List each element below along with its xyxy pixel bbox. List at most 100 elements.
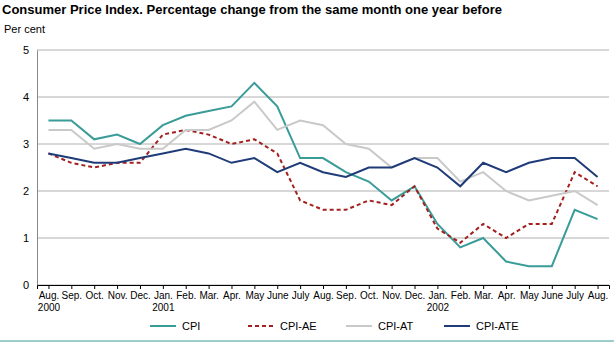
y-tick: 0 <box>23 279 37 291</box>
x-tick-mark <box>392 285 393 289</box>
y-tick-label: 5 <box>23 44 29 56</box>
x-axis-line <box>38 286 610 290</box>
legend-swatch <box>444 325 470 327</box>
x-tick-label-line: July <box>292 290 310 301</box>
grid-line <box>37 97 609 98</box>
x-tick-mark <box>277 285 278 289</box>
x-tick-label-line: Apr. <box>498 290 516 301</box>
x-tick-label-line: Aug. <box>39 290 60 301</box>
x-tick-label: June <box>267 290 289 301</box>
x-tick-label-line: Feb. <box>176 290 196 301</box>
x-tick-label: Aug. <box>313 290 334 301</box>
legend-item: CPI-AE <box>248 320 317 332</box>
x-tick-mark <box>598 285 599 289</box>
x-tick-mark <box>94 285 95 289</box>
x-tick-mark <box>254 285 255 289</box>
legend-swatch <box>346 325 372 327</box>
legend-label: CPI-AT <box>378 320 414 332</box>
y-tick: 1 <box>23 232 37 244</box>
x-tick-mark <box>460 285 461 289</box>
x-tick-label-line: Mar. <box>199 290 218 301</box>
x-tick: June <box>267 285 289 301</box>
x-tick: Feb. <box>451 285 471 301</box>
legend-swatch <box>150 325 176 327</box>
x-tick-label-line: Aug. <box>313 290 334 301</box>
y-tick: 2 <box>23 185 37 197</box>
x-tick: July <box>292 285 310 301</box>
x-tick-mark <box>437 285 438 289</box>
x-tick: June <box>541 285 563 301</box>
series-line <box>48 83 597 266</box>
x-tick-label-line: Nov. <box>382 290 402 301</box>
x-tick-mark <box>163 285 164 289</box>
x-tick-mark <box>48 285 49 289</box>
x-tick-mark <box>71 285 72 289</box>
grid-line <box>37 191 609 192</box>
x-tick-label: May <box>520 290 539 301</box>
y-tick: 4 <box>23 91 37 103</box>
x-tick-mark <box>483 285 484 289</box>
x-tick-label-line: Sep. <box>336 290 357 301</box>
x-tick: Dec. <box>405 285 426 301</box>
x-tick-mark <box>186 285 187 289</box>
y-tick: 5 <box>23 44 37 56</box>
series-lines <box>48 83 597 266</box>
x-tick-label-line: Apr. <box>223 290 241 301</box>
x-tick-label: Apr. <box>498 290 516 301</box>
x-tick-label-line: 2001 <box>152 302 175 313</box>
x-tick-label: Nov. <box>108 290 128 301</box>
x-tick: Jan.2001 <box>152 285 175 313</box>
x-tick-label: Jan.2002 <box>427 290 450 313</box>
bottom-rule <box>0 341 614 342</box>
x-tick: Nov. <box>108 285 128 301</box>
x-tick-label-line: Jan. <box>428 290 447 301</box>
x-tick-label: Oct. <box>86 290 104 301</box>
x-tick-label: Feb. <box>176 290 196 301</box>
y-axis: 012345 <box>23 44 38 291</box>
grid <box>37 50 609 285</box>
x-tick-label-line: Jan. <box>154 290 173 301</box>
x-tick-label-line: Dec. <box>130 290 151 301</box>
y-tick-label: 4 <box>23 91 29 103</box>
legend-label: CPI <box>182 320 200 332</box>
x-tick-label: Apr. <box>223 290 241 301</box>
x-tick-mark <box>231 285 232 289</box>
x-tick: Oct. <box>360 285 378 301</box>
x-tick-label: Jan.2001 <box>152 290 175 313</box>
title: Consumer Price Index. Percentage change … <box>2 2 502 17</box>
x-tick-label-line: 2000 <box>38 302 61 313</box>
x-tick: Feb. <box>176 285 196 301</box>
x-tick: Dec. <box>130 285 151 301</box>
x-tick: Aug. <box>313 285 334 301</box>
legend-item: CPI <box>150 320 200 332</box>
series-line <box>48 102 597 205</box>
x-tick: Apr. <box>223 285 241 301</box>
x-tick-mark <box>300 285 301 289</box>
legend-item: CPI-AT <box>346 320 414 332</box>
x-tick-mark <box>346 285 347 289</box>
x-tick: Mar. <box>199 285 218 301</box>
x-tick-mark <box>140 285 141 289</box>
x-tick-mark <box>369 285 370 289</box>
series-line <box>48 149 597 187</box>
x-tick-label: Oct. <box>360 290 378 301</box>
x-tick: Oct. <box>86 285 104 301</box>
x-tick-label-line: July <box>566 290 584 301</box>
x-tick-mark <box>552 285 553 289</box>
x-tick: May <box>520 285 539 301</box>
x-tick-label: Mar. <box>474 290 493 301</box>
x-tick: Aug. <box>588 285 609 301</box>
y-axis-title: Per cent <box>4 23 45 35</box>
x-tick: Sep. <box>62 285 83 301</box>
x-tick-label: Feb. <box>451 290 471 301</box>
chart: Consumer Price Index. Percentage change … <box>0 0 614 347</box>
x-tick-label: Aug. <box>588 290 609 301</box>
x-tick-label: Nov. <box>382 290 402 301</box>
x-tick: Jan.2002 <box>427 285 450 313</box>
legend-label: CPI-ATE <box>476 320 519 332</box>
x-tick: May <box>245 285 264 301</box>
x-tick: Aug.2000 <box>38 285 61 313</box>
x-tick-label: July <box>292 290 310 301</box>
legend: CPI CPI-AE CPI-AT CPI-ATE <box>150 320 519 332</box>
x-tick-label: Sep. <box>336 290 357 301</box>
